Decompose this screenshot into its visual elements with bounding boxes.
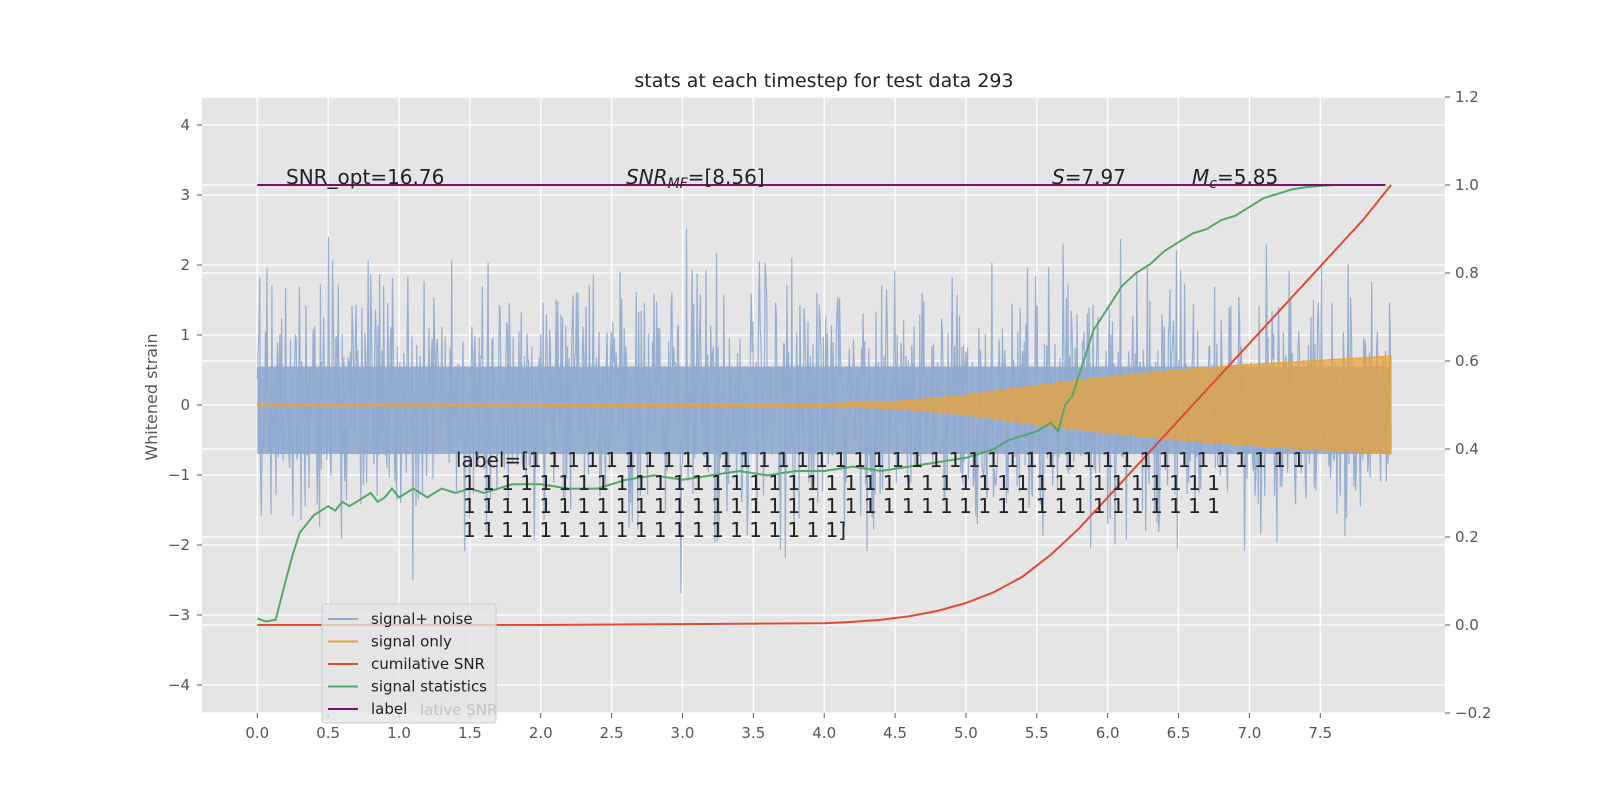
x-tick-label: 6.0 (1096, 724, 1120, 742)
label-text-line-4: 1 1 1 1 1 1 1 1 1 1 1 1 1 1 1 1 1 1 1 1] (463, 518, 846, 542)
y-axis-label: Whitened strain (142, 333, 161, 460)
x-tick-label: 3.5 (741, 724, 765, 742)
x-axis-ticks: 0.0 0.5 1.0 1.5 2.0 2.5 3.0 3.5 4.0 4.5 5.0 5.5 6.0 6… (245, 713, 1332, 742)
x-tick-label: 2.0 (529, 724, 553, 742)
annotation-snr-mf: SNRMF=[8.56] (626, 165, 765, 192)
y-right-tick-label: 0.4 (1455, 440, 1479, 458)
x-tick-label: 5.0 (954, 724, 978, 742)
legend-box (321, 603, 497, 724)
y-left-tick-label: 4 (180, 116, 190, 134)
y-right-tick-label: 1.0 (1455, 176, 1479, 194)
y-right-tick-label: 0.8 (1455, 264, 1479, 282)
legend-label: cumilative SNR (371, 655, 485, 673)
x-tick-label: 5.5 (1025, 724, 1049, 742)
x-tick-label: 3.0 (671, 724, 695, 742)
y-left-tick-label: 0 (180, 396, 190, 414)
y-right-tick-label: 1.2 (1455, 88, 1479, 106)
y-left-tick-label: −2 (168, 536, 190, 554)
legend-label: signal only (371, 633, 452, 651)
x-tick-label: 4.0 (812, 724, 836, 742)
legend-entries: signal+ noise signal only cumilative SNR si… (328, 610, 487, 718)
legend-label: label (371, 700, 407, 718)
signal-only-envelope (256, 355, 1392, 455)
x-tick-label: 4.5 (883, 724, 907, 742)
label-text-line-2: 1 1 1 1 1 1 1 1 1 1 1 1 1 1 1 1 1 1 1 1 … (463, 471, 1220, 495)
annotation-mc: Mc=5.85 (1192, 165, 1278, 192)
y-right-tick-label: −0.2 (1455, 704, 1491, 722)
annotation-s: S=7.97 (1052, 165, 1126, 189)
y-left-tick-label: −3 (168, 606, 190, 624)
legend: lative SNR signal+ noise signal only cumil… (321, 603, 497, 724)
series-signal-only (256, 355, 1392, 455)
x-tick-label: 0.5 (316, 724, 340, 742)
x-tick-label: 6.5 (1167, 724, 1191, 742)
y-right-axis-ticks: −0.2 0.0 0.2 0.4 0.6 0.8 1.0 1.2 (1445, 88, 1491, 722)
y-right-tick-label: 0.0 (1455, 616, 1479, 634)
legend-label: signal+ noise (371, 610, 473, 628)
label-text-line-3: 1 1 1 1 1 1 1 1 1 1 1 1 1 1 1 1 1 1 1 1 … (463, 494, 1220, 518)
x-tick-label: 2.5 (600, 724, 624, 742)
annotation-snr-opt: SNR_opt=16.76 (286, 165, 444, 189)
x-tick-label: 7.5 (1308, 724, 1332, 742)
label-text-line-1: label=[1 1 1 1 1 1 1 1 1 1 1 1 1 1 1 1 1… (456, 448, 1305, 472)
series-signal-statistics (256, 184, 1386, 623)
x-tick-label: 0.0 (245, 724, 269, 742)
legend-label: signal statistics (371, 678, 487, 696)
y-left-tick-label: 3 (180, 186, 190, 204)
x-tick-label: 1.0 (387, 724, 411, 742)
y-left-tick-label: 1 (180, 326, 190, 344)
legend-ghost-text: lative SNR (420, 701, 497, 719)
y-right-tick-label: 0.2 (1455, 528, 1479, 546)
y-left-tick-label: −4 (168, 676, 190, 694)
x-tick-label: 1.5 (458, 724, 482, 742)
x-tick-label: 7.0 (1237, 724, 1261, 742)
y-left-tick-label: −1 (168, 466, 190, 484)
y-left-tick-label: 2 (180, 256, 190, 274)
series-cumulative-snr (257, 184, 1392, 626)
y-left-axis-ticks: −4 −3 −2 −1 0 1 2 3 4 (168, 116, 202, 694)
y-right-tick-label: 0.6 (1455, 352, 1479, 370)
chart-title: stats at each timestep for test data 293 (634, 70, 1013, 92)
